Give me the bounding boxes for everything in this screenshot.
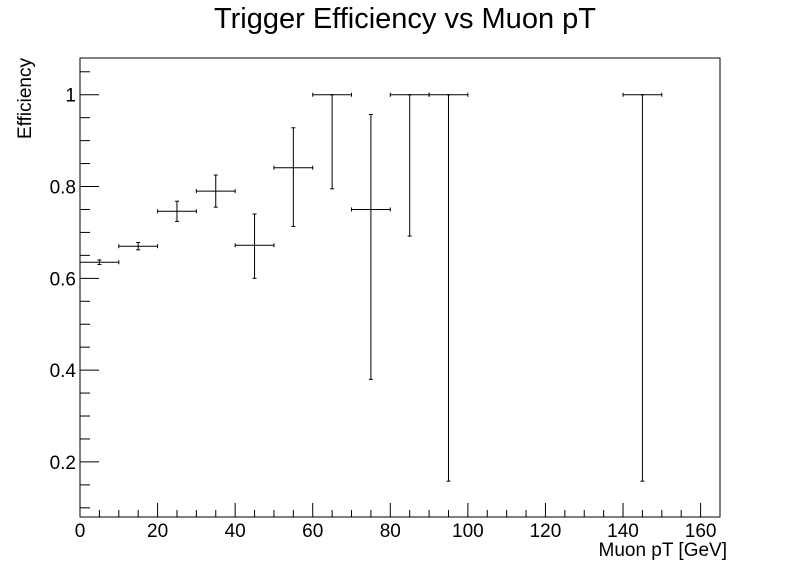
data-point (118, 242, 159, 251)
x-tick-label: 40 (225, 521, 246, 542)
chart-title: Trigger Efficiency vs Muon pT (214, 3, 596, 35)
x-tick-label: 20 (147, 521, 168, 542)
x-axis-ticks: 0 20 40 60 80 100 120 140 160 (75, 503, 721, 542)
data-point (622, 92, 663, 482)
x-tick-label: 160 (685, 521, 717, 542)
x-tick-label: 140 (607, 521, 639, 542)
data-point (351, 113, 391, 380)
x-tick-label: 80 (380, 521, 401, 542)
data-point (79, 259, 120, 266)
x-tick-label: 120 (530, 521, 562, 542)
y-tick-label: 0.4 (50, 361, 77, 382)
data-point (389, 92, 430, 237)
data-point (312, 92, 353, 190)
data-points (79, 92, 663, 482)
data-point (157, 200, 197, 222)
y-tick-label: 0.8 (50, 178, 76, 199)
y-axis-ticks: 0.2 0.4 0.6 0.8 1 (50, 71, 99, 509)
y-tick-label: 0.2 (50, 453, 76, 474)
plot-frame (79, 57, 721, 518)
y-tick-label: 0.6 (50, 269, 76, 290)
y-axis-label: Efficiency (15, 58, 36, 139)
x-axis-label: Muon pT [GeV] (599, 540, 728, 561)
x-tick-label: 0 (75, 521, 86, 542)
x-tick-label: 60 (302, 521, 323, 542)
data-point (428, 92, 469, 482)
data-point (195, 174, 236, 208)
x-tick-label: 100 (452, 521, 484, 542)
data-point (273, 127, 314, 227)
data-point (234, 213, 275, 279)
y-tick-label: 1 (65, 86, 76, 107)
